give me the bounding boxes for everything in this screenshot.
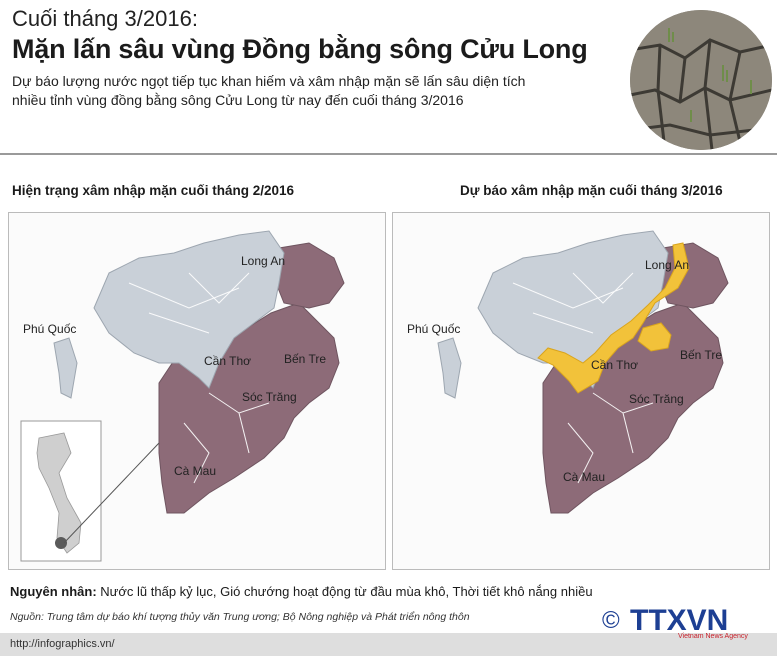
logo-subtext: Vietnam News Agency <box>678 633 748 640</box>
salt-intrusion-east <box>657 242 729 309</box>
right-panel-title: Dự báo xâm nhập mặn cuối tháng 3/2016 <box>460 183 723 198</box>
subtitle: Dự báo lượng nước ngọt tiếp tục khan hiế… <box>12 72 622 110</box>
label-soc-trang: Sóc Trăng <box>242 390 297 404</box>
label-ben-tre: Bến Tre <box>284 352 326 366</box>
left-panel-title: Hiện trạng xâm nhập mặn cuối tháng 2/201… <box>12 183 295 198</box>
subtitle-line-1: Dự báo lượng nước ngọt tiếp tục khan hiế… <box>12 73 526 89</box>
label-can-tho: Cần Thơ <box>591 358 638 372</box>
phu-quoc-island <box>53 337 78 399</box>
logo-text: TTXVN <box>630 604 728 637</box>
fresh-water-area <box>93 230 285 389</box>
label-can-tho: Cần Thơ <box>204 354 251 368</box>
cause-line: Nguyên nhân: Nước lũ thấp kỷ lục, Gió ch… <box>10 584 593 599</box>
phu-quoc-island <box>437 337 462 399</box>
label-long-an: Long An <box>241 254 285 268</box>
copyright-icon: © <box>602 607 620 634</box>
label-ben-tre: Bến Tre <box>680 348 722 362</box>
page-title: Mặn lấn sâu vùng Đồng bằng sông Cửu Long <box>12 34 588 64</box>
cause-label: Nguyên nhân: <box>10 584 97 599</box>
label-ca-mau: Cà Mau <box>174 464 216 478</box>
ttxvn-logo: © TTXVN Vietnam News Agency <box>600 600 770 640</box>
subtitle-line-2: nhiều tỉnh vùng đồng bằng sông Cửu Long … <box>12 92 464 108</box>
label-ca-mau: Cà Mau <box>563 470 605 484</box>
footer-bar <box>0 633 777 656</box>
cause-text: Nước lũ thấp kỷ lục, Gió chướng hoạt độn… <box>96 584 593 599</box>
label-phu-quoc: Phú Quốc <box>407 322 460 336</box>
vietnam-inset <box>20 420 160 562</box>
current-salinity-map: Long An Phú Quốc Cần Thơ Bến Tre Sóc Tră… <box>8 212 386 570</box>
forecast-salinity-map: Long An Phú Quốc Cần Thơ Bến Tre Sóc Tră… <box>392 212 770 570</box>
kicker: Cuối tháng 3/2016: <box>12 6 198 31</box>
dry-cracked-soil-photo <box>630 10 772 150</box>
label-long-an: Long An <box>645 258 689 272</box>
forecast-salt-intrusion-east <box>637 322 672 352</box>
infographics-link[interactable]: http://infographics.vn/ <box>10 638 115 650</box>
header-divider <box>0 153 777 155</box>
label-phu-quoc: Phú Quốc <box>23 322 76 336</box>
label-soc-trang: Sóc Trăng <box>629 392 684 406</box>
forecast-salt-intrusion-band <box>537 242 690 394</box>
source-credit: Nguồn: Trung tâm dự báo khí tượng thủy v… <box>10 611 470 623</box>
header: Cuối tháng 3/2016: Mặn lấn sâu vùng Đồng… <box>12 6 622 110</box>
salt-intrusion-east <box>273 242 345 309</box>
